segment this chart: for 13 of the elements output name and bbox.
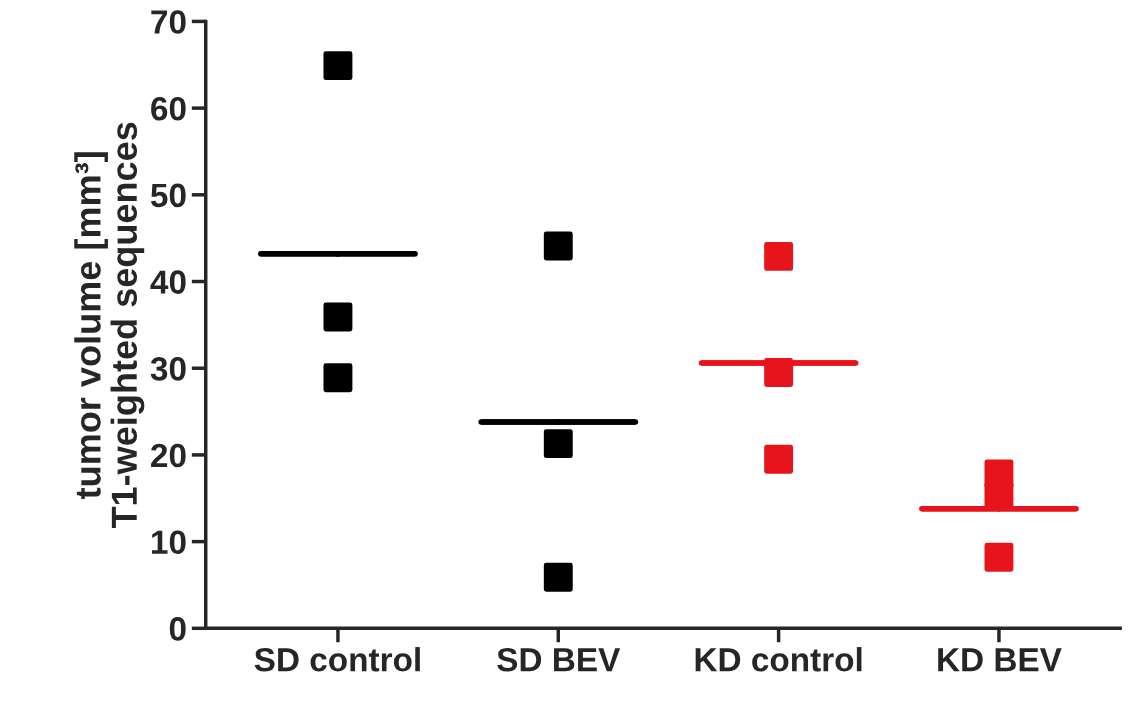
y-tick-label: 10 [152,530,186,555]
y-tick-label: 40 [150,270,186,294]
y-tick-label: 0 [169,617,186,641]
x-tick-label: KD control [695,647,862,672]
y-tick-label: 70 [151,10,186,34]
x-tick-label: SD control [254,647,420,672]
y-tick-label: 60 [151,96,186,121]
x-tick-label: SD BEV [497,647,621,672]
y-tick-label: 20 [151,443,186,468]
y-axis-title: tumor volume [mm³] T1-weighted sequences [74,122,145,529]
y-tick-label: 50 [150,183,186,208]
x-tick-label: KD BEV [938,648,1062,672]
y-tick-label: 30 [150,357,186,381]
